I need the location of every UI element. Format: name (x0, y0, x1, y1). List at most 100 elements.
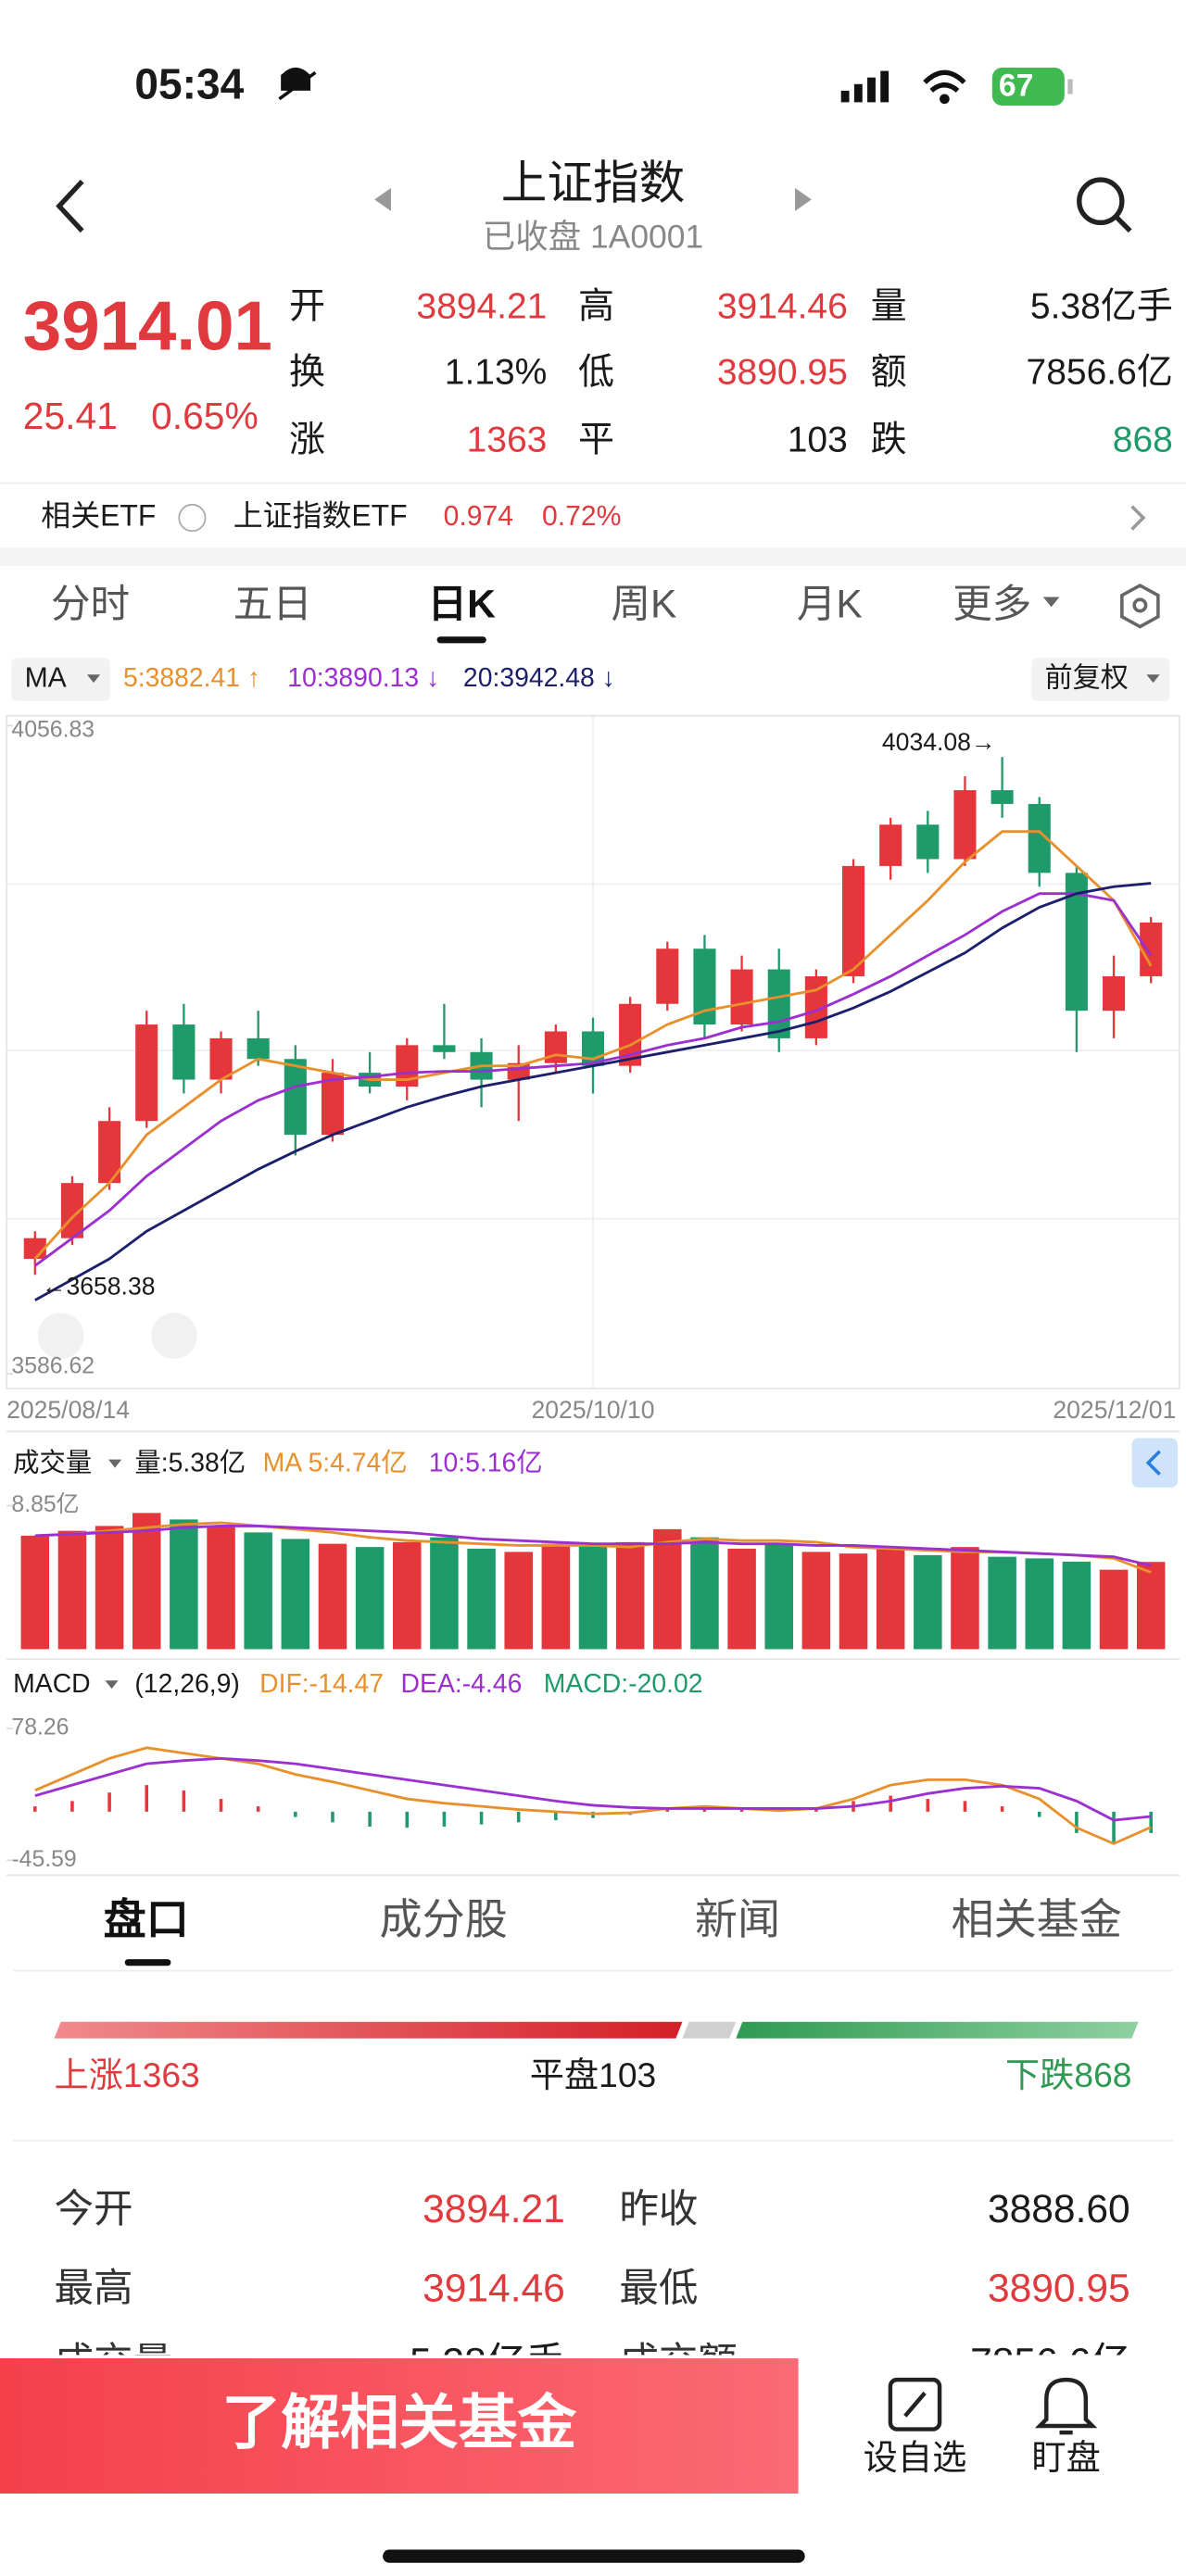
tab[interactable]: 分时 (51, 582, 130, 626)
search-button[interactable] (1077, 177, 1132, 233)
title: 上证指数 (501, 157, 686, 208)
breadth-segment (736, 2021, 1139, 2039)
bottom-tab[interactable]: 盘口 (104, 1895, 189, 1943)
volume-bar (801, 1552, 831, 1650)
tab-underline (436, 636, 486, 644)
subtitle: 已收盘 1A0001 (483, 219, 703, 256)
tab[interactable]: 周K (612, 582, 677, 626)
field-label: 跌 (871, 420, 907, 459)
field-label: 涨 (289, 420, 325, 459)
volume-bar (690, 1537, 719, 1650)
candle-body (433, 1045, 456, 1052)
volume-bar (764, 1543, 793, 1650)
fund-button[interactable] (0, 2357, 799, 2494)
settings-dot (1132, 597, 1148, 613)
volume-bar (1099, 1569, 1129, 1650)
volume-bar (951, 1547, 979, 1650)
candle-body (284, 1059, 307, 1136)
macd-legend: DIF:-14.47 (259, 1669, 384, 1699)
bottom-tab[interactable]: 新闻 (695, 1895, 780, 1943)
adjust-select[interactable] (1031, 658, 1170, 701)
ma-line (34, 1524, 1152, 1567)
candle-body (1103, 975, 1126, 1012)
info-icon (178, 503, 207, 533)
volume-bar (727, 1548, 756, 1650)
volume-bar (839, 1553, 868, 1650)
candle-body (953, 790, 977, 860)
volume-legend: MA 5:4.74亿 (263, 1448, 408, 1477)
caret (108, 1459, 122, 1468)
breadth-label: 下跌868 (1005, 2055, 1132, 2094)
x-tick-label: 2025/12/01 (1053, 1396, 1176, 1424)
breadth-label: 平盘103 (530, 2055, 657, 2094)
volume-bar (1025, 1558, 1054, 1650)
macd-legend: MACD:-20.02 (544, 1669, 703, 1699)
macd-legend: DEA:-4.46 (401, 1669, 523, 1699)
prev-arrow[interactable] (374, 187, 391, 211)
back-button[interactable] (56, 180, 84, 233)
next-arrow[interactable] (795, 187, 812, 211)
volume-bar (170, 1519, 198, 1650)
volume-bar (20, 1535, 50, 1650)
field-label: 量 (871, 286, 907, 326)
macd-legend: (12,26,9) (134, 1669, 239, 1699)
volume-bar (132, 1513, 161, 1650)
volume-bar (57, 1530, 87, 1650)
change-pct: 0.65% (151, 395, 259, 437)
settings-button[interactable] (1120, 584, 1160, 629)
ma-line (34, 882, 1152, 1301)
candle-body (172, 1024, 196, 1080)
monitor-button[interactable]: 盯盘 (1031, 2377, 1101, 2477)
volume-legend: 10:5.16亿 (429, 1448, 543, 1477)
x-tick-label: 2025/10/10 (532, 1396, 655, 1424)
battery: 67 (999, 68, 1033, 103)
field-label: 平 (578, 420, 614, 459)
tab[interactable]: 月K (797, 582, 863, 626)
y-tick-label: 4056.83 (11, 716, 95, 742)
stat-label: 最高 (55, 2266, 133, 2310)
volume-bar (988, 1556, 1016, 1650)
field-label: 换 (289, 352, 325, 392)
field-value: 3890.95 (717, 352, 848, 392)
candle-body (767, 969, 790, 1038)
bottom-tab[interactable]: 成分股 (380, 1895, 508, 1943)
field-value: 7856.6亿 (1027, 352, 1173, 392)
volume-bar (318, 1543, 347, 1650)
field-value: 3894.21 (416, 286, 547, 326)
separator (0, 547, 1186, 566)
collapse-button[interactable] (37, 1313, 84, 1360)
stat-value: 3890.95 (988, 2266, 1130, 2310)
x-tick-label: 2025/08/14 (6, 1396, 130, 1424)
y-tick-label: 8.85亿 (11, 1491, 79, 1517)
low-annotation: ←3658.38 (42, 1273, 156, 1301)
tab[interactable]: 日K (428, 582, 496, 626)
ma-line (33, 830, 1153, 1260)
side-button[interactable] (1131, 1438, 1179, 1488)
tab[interactable]: 五日 (233, 582, 312, 626)
caret (105, 1680, 119, 1690)
stat-label: 昨收 (619, 2187, 698, 2231)
home-indicator (383, 2549, 805, 2563)
candle-body (321, 1073, 345, 1136)
high-annotation: 4034.08→ (882, 728, 996, 756)
field-value: 1.13% (445, 352, 548, 392)
volume-bar (1062, 1561, 1091, 1650)
ma-item: 5:3882.41 ↑ (123, 663, 260, 693)
ma-select[interactable] (11, 658, 110, 701)
bottom-tab[interactable]: 相关基金 (951, 1895, 1121, 1943)
volume-bar (95, 1526, 124, 1650)
volume-bar (615, 1541, 645, 1650)
watch-button[interactable]: 设自选 (864, 2377, 967, 2477)
price: 3914.01 (23, 286, 272, 364)
etf-row[interactable]: 相关ETF 上证指数ETF 0.974 0.72% (41, 498, 1146, 533)
candle-body (135, 1024, 158, 1122)
etf-label: 相关ETF (41, 498, 156, 532)
expand-button[interactable] (151, 1313, 197, 1360)
tab[interactable]: 更多 (953, 582, 1031, 626)
more-caret (1042, 597, 1060, 608)
volume-bar (467, 1548, 496, 1650)
field-label: 额 (871, 352, 907, 392)
ma-item: 10:3890.13 ↓ (287, 663, 439, 693)
